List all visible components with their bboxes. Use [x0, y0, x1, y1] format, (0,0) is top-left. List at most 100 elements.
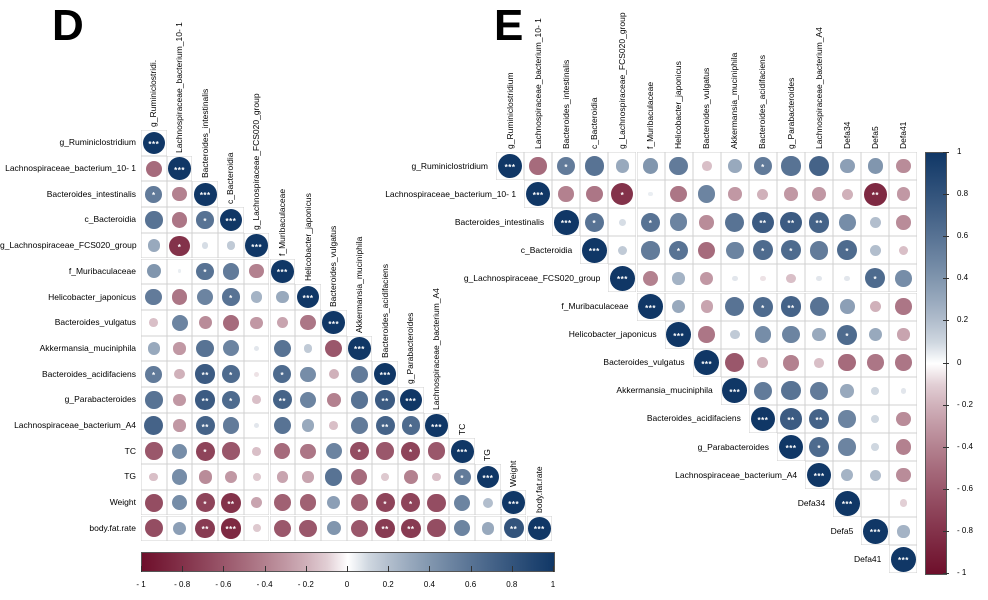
row-label: Helicobacter_japonicus: [48, 291, 136, 302]
colorbar-d-tick-label: - 0.2: [297, 580, 314, 589]
corr-cell: [692, 292, 721, 321]
corr-cell: [295, 361, 321, 387]
corr-cell: [243, 438, 270, 465]
corr-circle: [757, 357, 769, 369]
corr-circle: [300, 443, 316, 459]
corr-cell: **: [805, 208, 834, 237]
corr-circle: [324, 468, 343, 486]
corr-circle: [669, 240, 689, 260]
corr-cell: *: [580, 208, 609, 237]
row-label: Helicobacter_japonicus: [568, 329, 657, 340]
colorbar-d-tick: [305, 566, 307, 572]
corr-cell: **: [398, 515, 424, 542]
significance-stars: *: [845, 331, 850, 341]
corr-cell: [218, 412, 244, 439]
corr-circle: [324, 339, 343, 358]
row-label: Defa41: [853, 553, 882, 564]
corr-circle: [699, 214, 715, 230]
corr-cell: ***: [692, 348, 721, 377]
significance-stars: *: [229, 293, 233, 303]
corr-cell: [608, 208, 637, 237]
significance-stars: ***: [869, 528, 881, 538]
row-label: g_Parabacteroides: [697, 441, 769, 452]
corr-cell: ***: [833, 489, 862, 518]
corr-circle: [806, 462, 832, 488]
corr-circle: [869, 244, 881, 256]
corr-circle: [895, 354, 912, 372]
corr-circle: [641, 241, 660, 260]
significance-stars: *: [203, 268, 208, 278]
colorbar-e-tick: [943, 278, 949, 280]
corr-circle: [780, 296, 802, 317]
significance-stars: *: [203, 447, 208, 457]
significance-stars: ***: [729, 387, 741, 397]
corr-circle: [752, 296, 773, 317]
corr-cell: [243, 284, 270, 310]
corr-cell: [295, 412, 321, 439]
corr-cell: [269, 489, 296, 516]
corr-circle: [273, 365, 292, 384]
corr-cell: [166, 207, 193, 233]
row-label: Weight: [109, 497, 136, 508]
corr-cell: [889, 152, 918, 181]
corr-cell: [720, 292, 749, 321]
significance-stars: ***: [276, 268, 288, 278]
corr-circle: [838, 213, 856, 231]
corr-cell: [141, 335, 167, 362]
corr-circle: [198, 316, 212, 330]
corr-cell: [692, 180, 721, 209]
corr-cell: [861, 404, 890, 433]
corr-circle: [252, 473, 261, 481]
corr-circle: [329, 421, 339, 430]
corr-cell: [805, 236, 834, 265]
corr-cell: [748, 320, 777, 349]
colorbar-d-tick: [223, 566, 225, 572]
corr-circle: [610, 266, 635, 291]
corr-circle: [871, 443, 880, 451]
corr-cell: [777, 348, 806, 377]
corr-circle: [725, 212, 745, 232]
corr-cell: [141, 464, 167, 490]
corr-circle: [617, 245, 628, 256]
corr-circle: [425, 414, 448, 437]
row-label: g_Lachnospiraceae_FCS020_group: [463, 272, 601, 283]
corr-circle: [786, 273, 796, 284]
corr-cell: ***: [748, 404, 777, 433]
corr-cell: [243, 515, 270, 542]
significance-stars: **: [815, 415, 823, 425]
corr-circle: [144, 416, 164, 435]
colorbar-e-tick: [943, 404, 949, 406]
corr-circle: [142, 131, 166, 155]
significance-stars: ***: [302, 293, 314, 303]
corr-circle: [699, 271, 714, 286]
corr-circle: [808, 211, 830, 233]
corr-circle: [525, 181, 551, 207]
corr-cell: ***: [423, 412, 450, 439]
corr-circle: [754, 326, 772, 343]
corr-circle: [497, 153, 523, 179]
corr-circle: [149, 472, 159, 482]
significance-stars: ***: [354, 345, 365, 355]
colorbar-e-tick-label: - 0.6: [957, 483, 974, 493]
colorbar-d-tick-label: - 1: [136, 580, 146, 589]
corr-circle: [300, 391, 317, 408]
corr-cell: [833, 433, 862, 462]
significance-stars: *: [409, 499, 413, 509]
corr-circle: [838, 353, 856, 372]
corr-circle: [725, 353, 745, 373]
significance-stars: *: [280, 370, 285, 380]
corr-circle: [809, 437, 830, 457]
significance-stars: **: [201, 396, 209, 406]
corr-cell: *: [664, 236, 693, 265]
corr-cell: ***: [720, 376, 749, 405]
corr-cell: [269, 515, 296, 542]
corr-cell: [218, 258, 244, 285]
corr-cell: ***: [500, 489, 527, 516]
corr-cell: [243, 387, 270, 413]
corr-cell: *: [218, 361, 244, 387]
corr-circle: [816, 275, 822, 282]
corr-circle: [145, 365, 163, 383]
significance-stars: **: [759, 218, 767, 228]
corr-cell: [269, 309, 296, 336]
